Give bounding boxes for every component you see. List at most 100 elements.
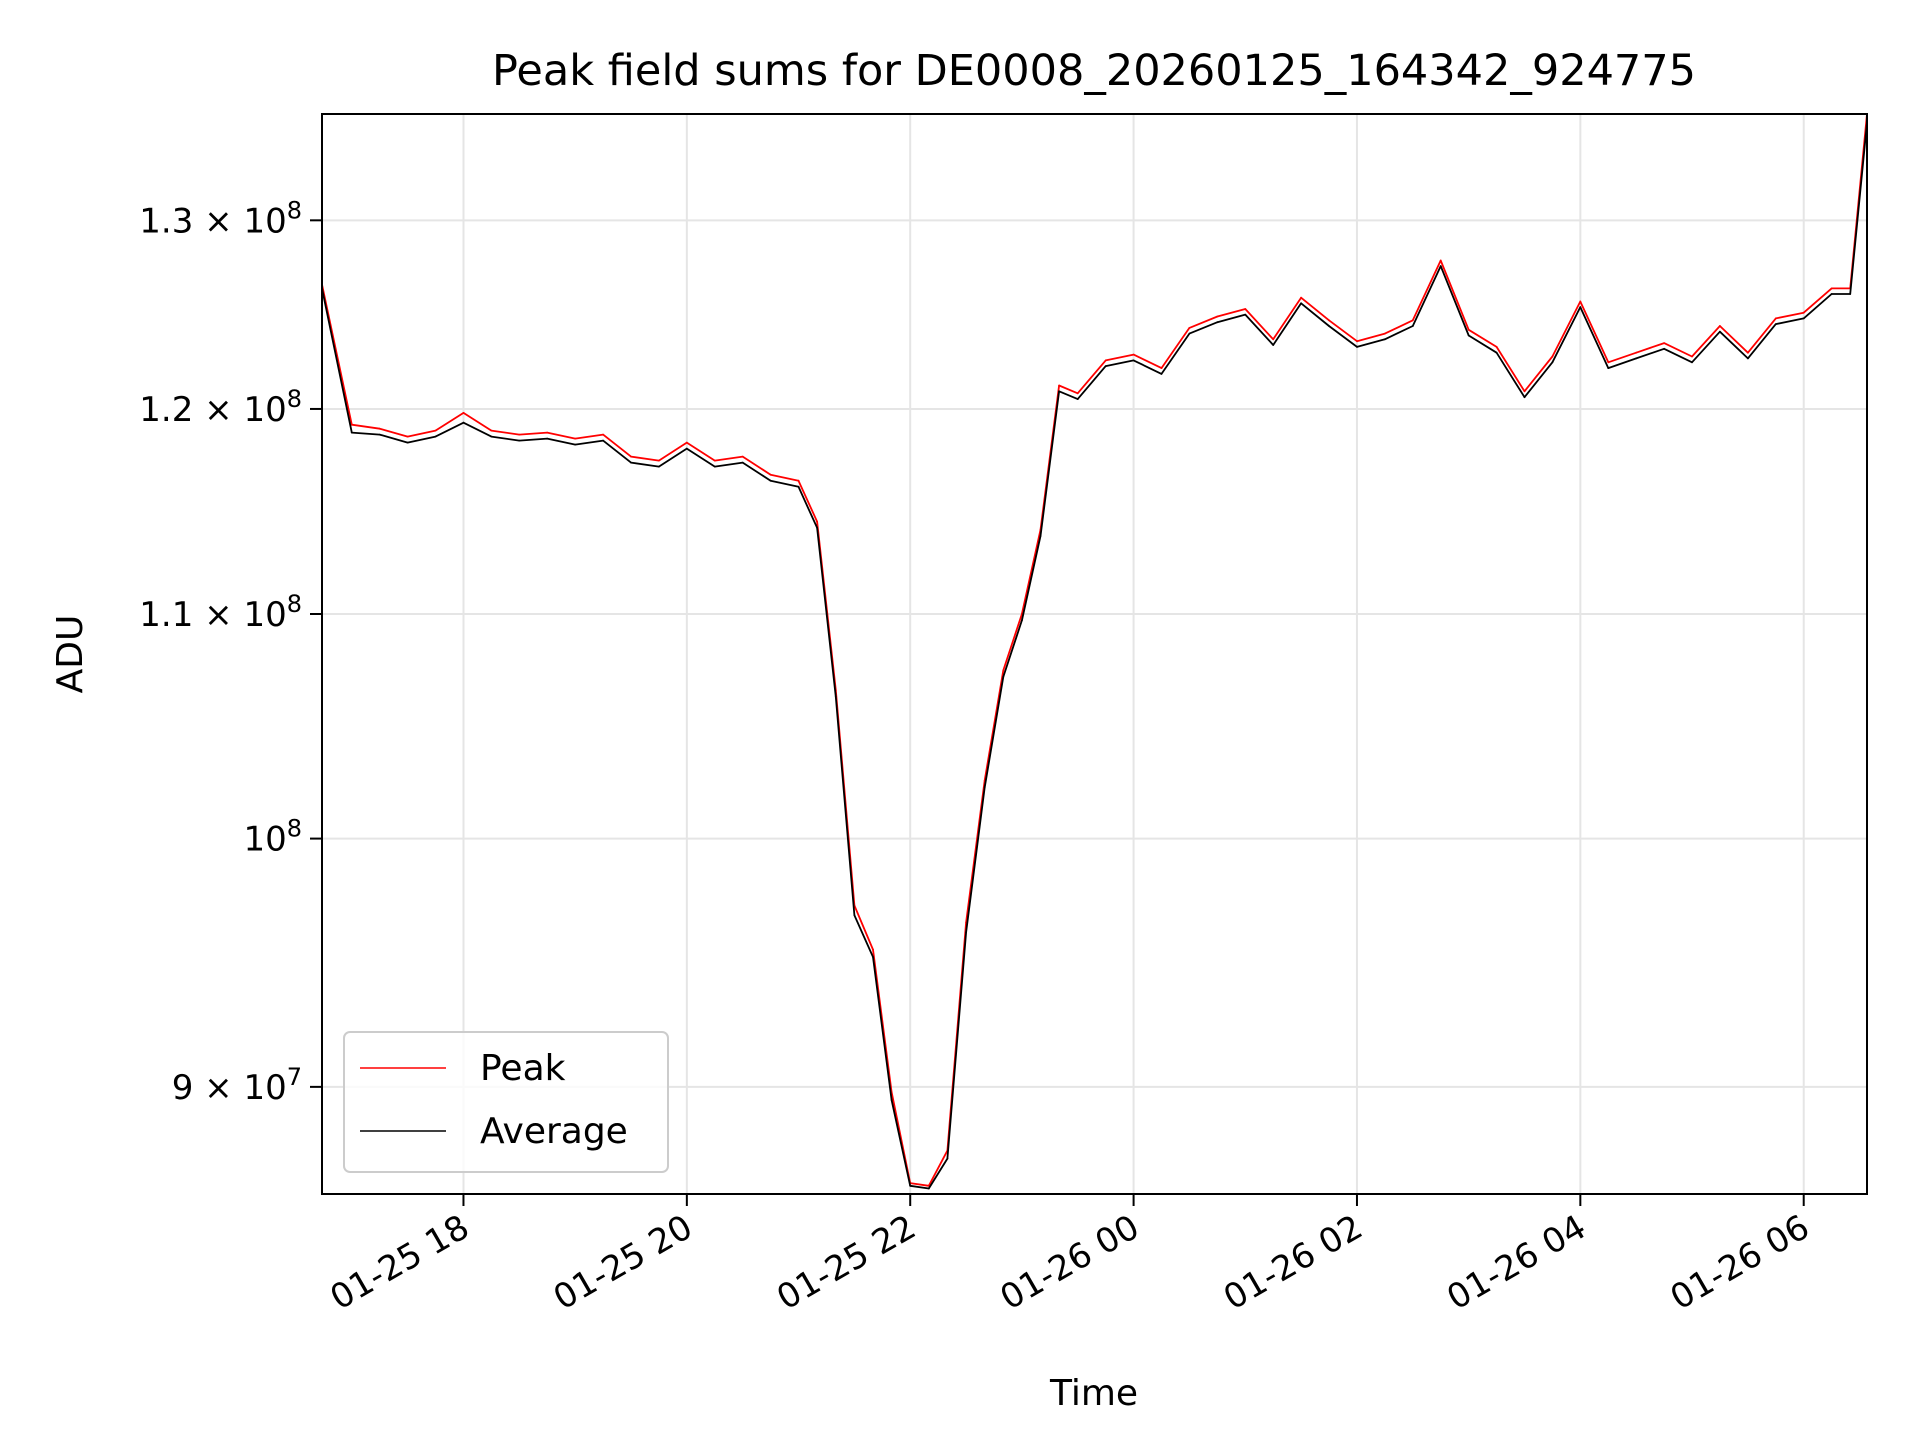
data-point-average (1663, 347, 1665, 350)
data-point-average (1160, 373, 1163, 375)
data-point-average (350, 431, 353, 434)
data-point-peak (1830, 287, 1833, 290)
data-point-average (1635, 357, 1638, 360)
data-point-peak (1160, 367, 1163, 369)
y-tick-label: 1.2 × 108 (139, 385, 302, 430)
data-point-average (462, 421, 465, 424)
data-point-average (1439, 265, 1442, 267)
data-point-peak (1691, 355, 1693, 358)
data-point-average (1216, 321, 1219, 324)
data-point-average (983, 786, 986, 789)
data-point-average (1523, 396, 1526, 399)
data-point-peak (1132, 353, 1135, 356)
data-point-peak (1411, 319, 1414, 322)
data-point-peak (462, 412, 465, 414)
data-point-average (1076, 398, 1079, 400)
data-point-peak (1384, 332, 1386, 335)
data-point-average (1356, 346, 1358, 348)
data-point-peak (630, 455, 632, 458)
data-point-peak (574, 437, 577, 440)
data-point-peak (602, 433, 604, 436)
plot-frame (321, 113, 1868, 1195)
data-point-average (741, 461, 744, 464)
y-tick-label: 1.3 × 108 (139, 196, 302, 241)
series-line-average (321, 122, 1868, 1190)
data-point-peak (1356, 340, 1358, 343)
data-point-average (1411, 325, 1414, 327)
data-point-average (909, 1184, 912, 1187)
data-point-average (378, 433, 381, 436)
data-point-average (769, 479, 772, 482)
data-point-peak (658, 459, 660, 462)
data-point-peak (406, 435, 409, 438)
data-point-peak (1188, 327, 1191, 329)
data-point-average (1849, 293, 1852, 295)
data-point-average (1104, 365, 1107, 367)
data-point-peak (1058, 384, 1060, 387)
data-point-peak (1002, 669, 1005, 672)
data-point-average (834, 695, 837, 698)
data-point-peak (434, 429, 437, 432)
data-point-average (1830, 293, 1833, 295)
data-point-average (1132, 359, 1135, 362)
data-point-average (1579, 306, 1582, 308)
data-point-peak (1272, 338, 1275, 341)
data-point-average (574, 443, 577, 446)
data-point-peak (1579, 300, 1582, 303)
data-point-average (797, 485, 800, 488)
chart-title: Peak field sums for DE0008_20260125_1643… (492, 46, 1696, 96)
data-point-peak (741, 455, 744, 458)
data-point-average (1774, 323, 1777, 325)
data-point-peak (1719, 325, 1721, 327)
data-point-average (1384, 338, 1386, 341)
data-point-average (816, 526, 818, 529)
data-point-average (1802, 317, 1805, 320)
data-point-peak (1663, 342, 1665, 344)
data-point-peak (518, 433, 521, 436)
data-point-average (602, 439, 604, 442)
data-point-peak (1607, 361, 1610, 364)
data-point-peak (872, 948, 874, 951)
y-tick-label: 1.1 × 108 (139, 590, 302, 635)
data-point-peak (769, 473, 772, 476)
data-point-average (685, 447, 688, 450)
legend: Peak Average (343, 1031, 669, 1173)
data-point-peak (1328, 319, 1330, 322)
data-point-average (1691, 361, 1693, 364)
data-point-average (1607, 367, 1610, 369)
data-point-peak (1216, 315, 1219, 318)
data-point-average (1495, 351, 1498, 354)
data-point-average (1021, 619, 1023, 622)
data-point-average (1300, 302, 1302, 305)
data-point-peak (1747, 351, 1749, 354)
data-point-peak (1523, 390, 1526, 393)
data-point-average (658, 465, 660, 468)
data-point-average (1002, 676, 1005, 678)
data-point-average (1467, 334, 1470, 337)
y-tick-label: 9 × 107 (172, 1063, 302, 1108)
y-axis-label: ADU (50, 615, 91, 694)
data-point-average (546, 437, 549, 440)
data-point-peak (1551, 355, 1554, 358)
data-point-peak (1635, 351, 1638, 354)
data-point-peak (1774, 317, 1777, 320)
legend-peak-label: Peak (480, 1048, 566, 1089)
data-point-peak (816, 520, 818, 523)
data-point-average (965, 931, 967, 934)
data-point-average (872, 956, 874, 958)
series-layer (321, 113, 1868, 1190)
data-point-peak (1802, 311, 1805, 314)
legend-box (343, 1031, 669, 1173)
data-point-average (946, 1157, 949, 1160)
data-point-average (927, 1187, 930, 1190)
data-point-average (1039, 535, 1042, 537)
data-point-peak (546, 431, 549, 434)
data-point-peak (378, 427, 381, 430)
data-point-average (853, 914, 856, 917)
data-point-peak (797, 479, 800, 482)
data-point-average (1272, 344, 1275, 346)
data-point-average (1719, 330, 1721, 333)
data-point-average (1328, 325, 1330, 327)
